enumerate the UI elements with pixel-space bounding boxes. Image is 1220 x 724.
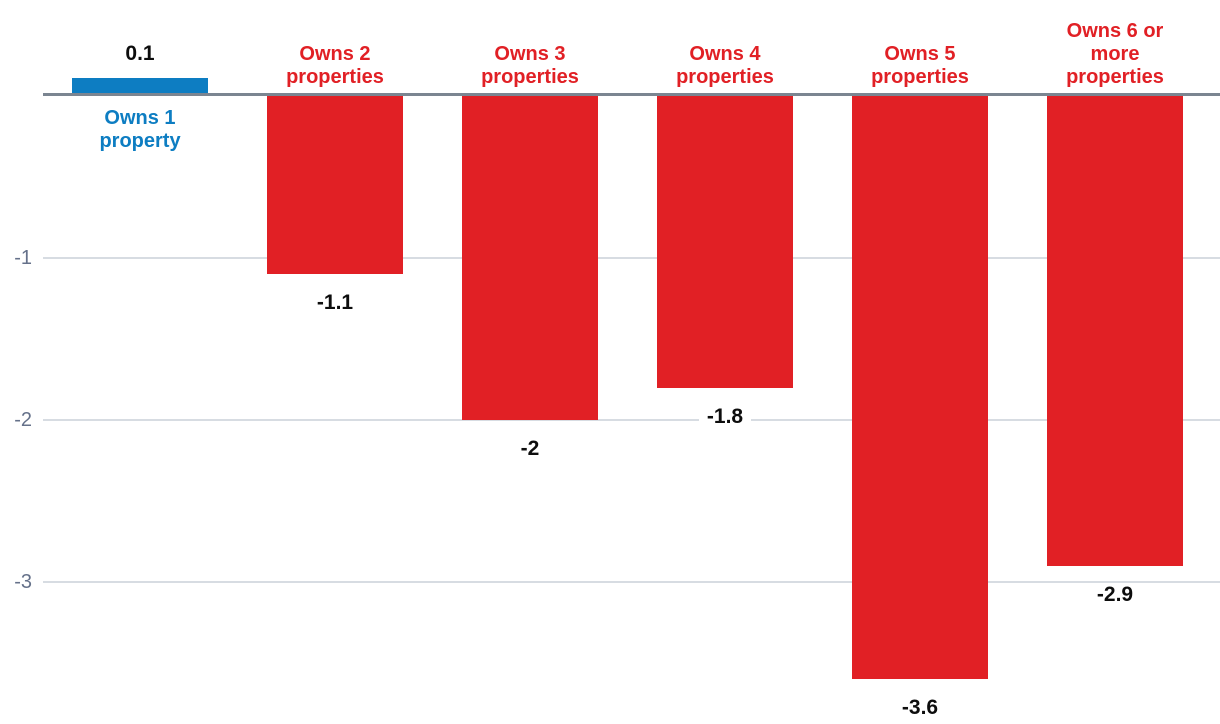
bar-5 [852,96,988,679]
bar-1 [72,78,208,94]
y-tick-label: -3 [14,571,32,593]
category-label: Owns 4 properties [676,43,774,88]
bar-3 [462,96,598,420]
value-label-text: -2 [512,437,548,460]
y-tick-label: -1 [14,247,32,269]
category-label: Owns 1 property [99,107,181,152]
bar-6 [1047,96,1183,566]
value-label: -3.6 [820,696,1020,720]
value-label-text: -1.8 [698,405,752,428]
category-label: Owns 6 or more properties [1066,20,1164,88]
category-label: Owns 3 properties [481,43,579,88]
gridline [43,257,1220,259]
zero-axis-line [43,93,1220,96]
value-label-text: -2.9 [1088,583,1142,606]
bar-4 [657,96,793,388]
y-tick-label: -2 [14,409,32,431]
value-label: -1.1 [235,291,435,315]
value-label: -2 [430,437,630,461]
value-label-text: 0.1 [117,42,163,65]
value-label: -1.8 [625,405,825,429]
bar-2 [267,96,403,274]
category-label: Owns 2 properties [286,43,384,88]
category-label: Owns 5 properties [871,43,969,88]
value-label-text: -3.6 [893,696,947,719]
gridline [43,581,1220,583]
value-label: -2.9 [1015,583,1215,607]
value-label: 0.1 [40,42,240,66]
gridline [43,419,1220,421]
value-label-text: -1.1 [308,291,362,314]
